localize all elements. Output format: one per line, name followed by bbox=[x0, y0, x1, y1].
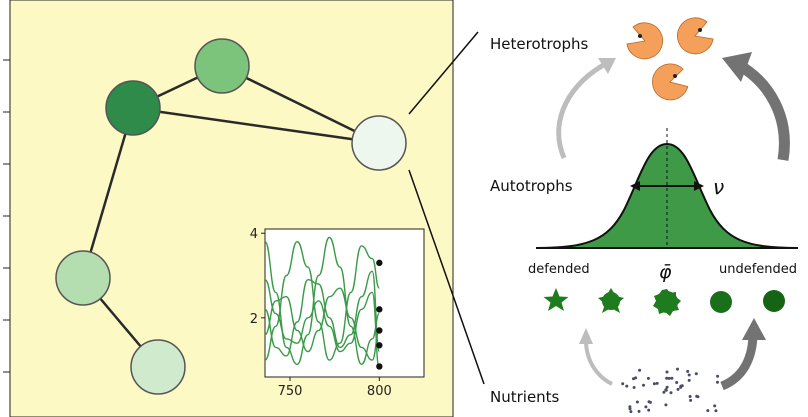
inset-x-tick-label-2: 800 bbox=[367, 384, 392, 399]
arrow-nutrients-to-defended bbox=[584, 339, 613, 386]
nutrient-dot bbox=[676, 367, 679, 371]
nutrient-dot bbox=[646, 376, 650, 380]
nutrient-dot bbox=[687, 373, 691, 377]
nutrient-dot bbox=[644, 405, 648, 409]
trophic-schematic: Heterotrophs Autotrophs Nutrients bbox=[490, 17, 799, 414]
nutrient-dot bbox=[669, 391, 673, 395]
nutrient-dot bbox=[621, 382, 625, 386]
nutrient-dot bbox=[638, 368, 642, 372]
nutrient-dot bbox=[716, 380, 719, 384]
connector-upper bbox=[408, 31, 479, 115]
y-axis-ticks bbox=[3, 59, 10, 373]
nutrient-dot bbox=[664, 403, 668, 407]
edge-2-3 bbox=[132, 106, 380, 145]
nutrient-dot bbox=[695, 394, 699, 398]
nutrient-dot bbox=[687, 378, 691, 382]
trait-distribution: ν φ̄ defended undefended bbox=[528, 128, 799, 283]
star-icon bbox=[653, 289, 681, 316]
network-node-4 bbox=[55, 250, 111, 306]
nutrient-dot bbox=[694, 372, 698, 376]
star-icon bbox=[543, 288, 569, 311]
nutrients-label: Nutrients bbox=[490, 388, 560, 406]
nutrient-dot bbox=[637, 409, 641, 413]
nutrient-dot bbox=[647, 400, 651, 404]
inset-x-tick-label-1: 750 bbox=[278, 384, 303, 399]
nutrient-dot bbox=[675, 381, 679, 384]
nutrient-dot bbox=[628, 407, 632, 411]
inset-series-group bbox=[264, 236, 380, 370]
nutrient-dot bbox=[665, 376, 669, 380]
inset-endpoint-3 bbox=[376, 327, 383, 334]
undefended-label: undefended bbox=[719, 262, 797, 277]
nutrient-dot bbox=[689, 398, 693, 402]
arrow-nutrients-to-undefended bbox=[720, 335, 758, 391]
phi-bar-label: φ̄ bbox=[659, 261, 672, 283]
inset-endpoint-4 bbox=[376, 342, 383, 349]
inset-endpoint-2 bbox=[376, 306, 383, 313]
inset-endpoints-group bbox=[376, 259, 383, 370]
star-icon bbox=[598, 288, 624, 313]
arrow-undefended-to-heterotrophs bbox=[734, 59, 790, 161]
nutrient-dot bbox=[625, 384, 629, 388]
inset-series-line-1 bbox=[264, 236, 380, 366]
network-panel: 750 800 2 4 bbox=[3, 0, 454, 417]
network-node-2 bbox=[105, 80, 161, 136]
nutrient-dot bbox=[667, 376, 671, 380]
nutrient-dot bbox=[629, 410, 633, 414]
nutrient-dot bbox=[647, 408, 651, 412]
nu-label: ν bbox=[713, 175, 724, 199]
heterotrophs-group bbox=[626, 17, 714, 101]
nutrient-dot bbox=[716, 374, 720, 378]
nutrient-dot bbox=[665, 385, 669, 389]
nutrient-dot bbox=[670, 376, 674, 380]
nutrient-dot bbox=[688, 395, 692, 398]
inset-y-tick-label-1: 2 bbox=[250, 312, 258, 327]
circle-icon bbox=[710, 291, 732, 313]
defended-label: defended bbox=[528, 262, 590, 277]
network-node-3 bbox=[351, 115, 407, 171]
inset-chart: 750 800 2 4 bbox=[250, 227, 425, 399]
edge-1-3 bbox=[221, 64, 380, 145]
pacman-icon bbox=[626, 22, 663, 60]
circle-icon bbox=[763, 290, 785, 312]
connector-lower bbox=[408, 169, 485, 385]
nutrient-dot bbox=[652, 382, 656, 386]
nutrient-dot bbox=[642, 383, 645, 387]
network-node-1 bbox=[194, 38, 250, 94]
network-node-5 bbox=[130, 339, 186, 395]
inset-axes-group: 750 800 2 4 bbox=[250, 227, 392, 399]
nutrient-dot bbox=[634, 376, 638, 380]
network-nodes bbox=[55, 38, 407, 395]
pacman-icon bbox=[652, 63, 689, 101]
nutrient-dot bbox=[686, 369, 690, 373]
nutrient-dot bbox=[664, 388, 668, 392]
nutrient-dot bbox=[632, 386, 636, 389]
nutrient-dot bbox=[714, 409, 718, 413]
nutrient-dot bbox=[665, 370, 669, 374]
pacman-icon bbox=[677, 17, 714, 55]
autotrophs-label: Autotrophs bbox=[490, 177, 573, 195]
nutrient-dot bbox=[676, 387, 680, 391]
nutrient-dot bbox=[635, 400, 639, 404]
inset-endpoint-1 bbox=[376, 259, 383, 267]
inset-series-line-5 bbox=[264, 279, 380, 370]
nutrient-dot bbox=[679, 385, 683, 389]
nutrient-dot bbox=[713, 404, 717, 408]
arrow-defended-to-heterotrophs bbox=[556, 59, 611, 159]
inset-background bbox=[264, 228, 425, 378]
nutrient-dot bbox=[706, 409, 710, 413]
nutrient-dot bbox=[662, 390, 666, 394]
inset-endpoint-5 bbox=[376, 363, 383, 370]
inset-series-line-2 bbox=[264, 240, 380, 361]
inset-y-tick-label-2: 4 bbox=[250, 227, 258, 242]
nutrient-dots bbox=[621, 367, 720, 414]
autotroph-morphs bbox=[543, 288, 785, 316]
heterotrophs-label: Heterotrophs bbox=[490, 35, 589, 53]
nutrient-dot bbox=[655, 381, 659, 385]
edge-2-4 bbox=[81, 107, 135, 279]
